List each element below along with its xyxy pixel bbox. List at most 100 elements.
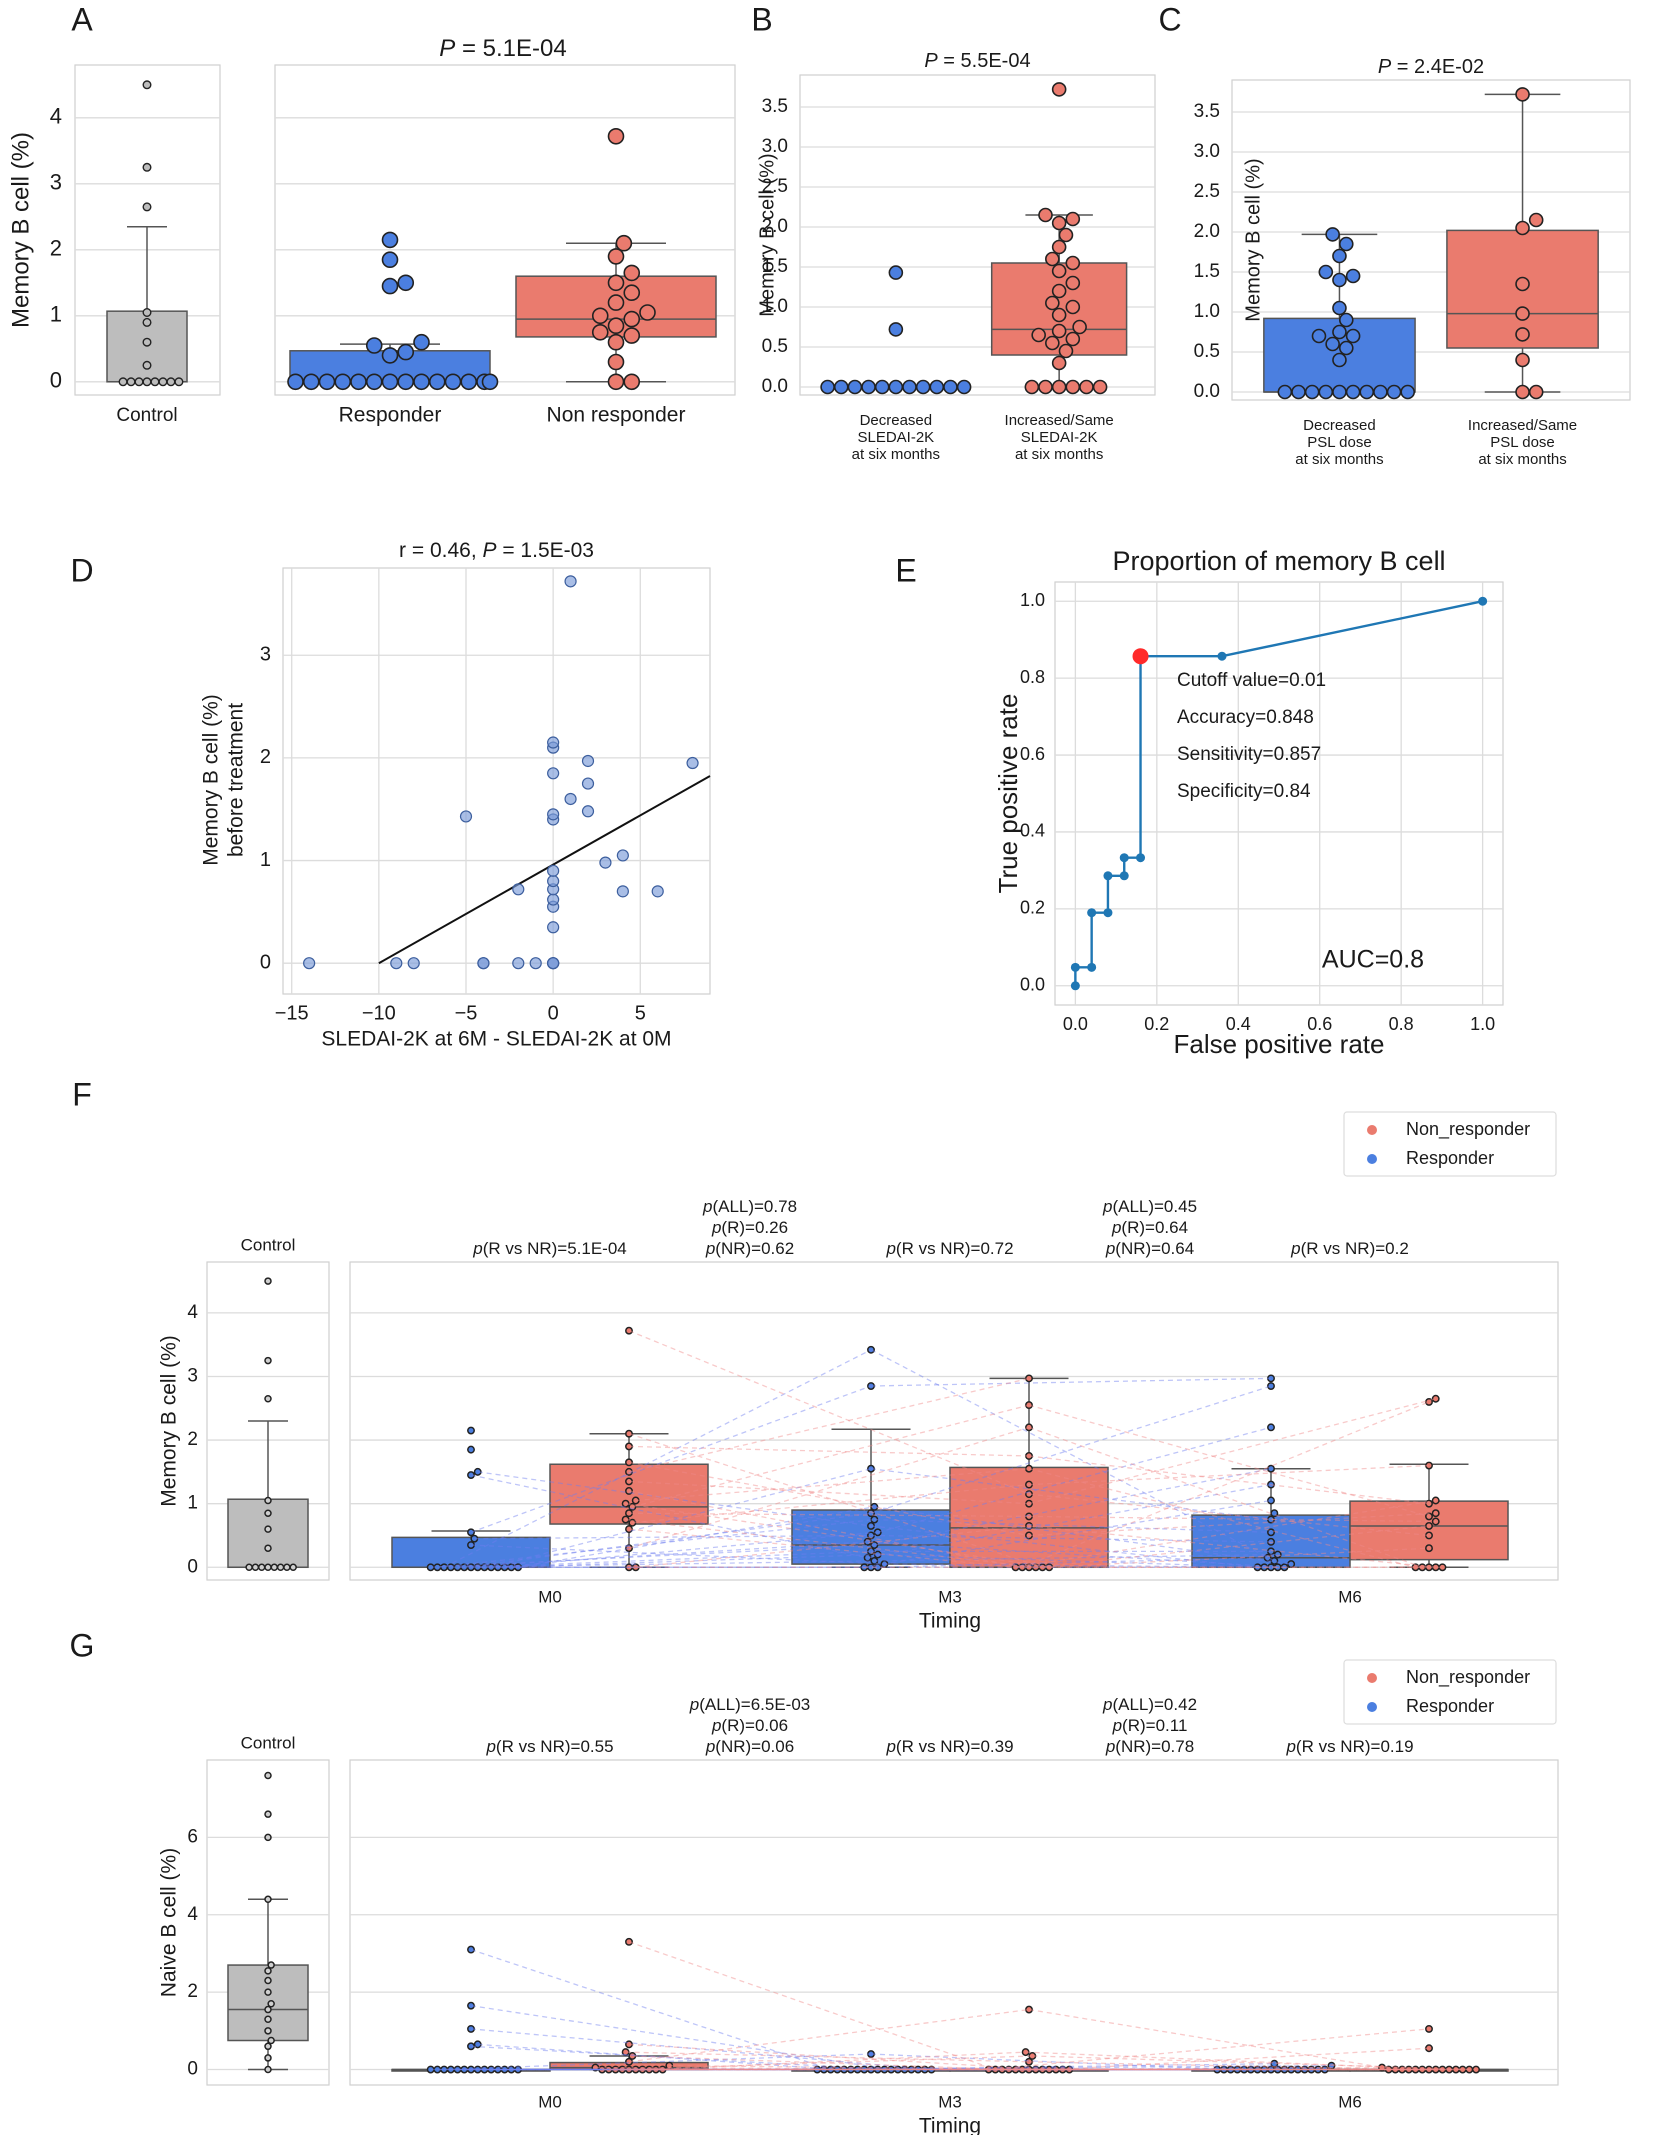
panel-d-regression-line — [378, 775, 711, 965]
panel-g-control-frame — [206, 1759, 330, 2086]
panel-g-nonresponder-m6-point — [1378, 2063, 1386, 2072]
panel-g-annotation-part-1: (ALL)=0.42 — [1112, 1695, 1197, 1714]
panel-f-paired-line — [870, 1385, 1272, 1514]
panel-g-legend-box — [1343, 1659, 1557, 1725]
panel-a-nonresponder-point — [607, 317, 625, 335]
panel-e-ytick: 0.8 — [1020, 667, 1045, 687]
panel-f-paired-line — [874, 1506, 1292, 1565]
panel-a-responder-point — [428, 373, 446, 391]
panel-e-xtick: 0.0 — [1063, 1014, 1088, 1034]
panel-g-nonresponder-m0-point — [628, 2052, 637, 2060]
panel-f-responder-m6-point — [1267, 1496, 1275, 1505]
panel-f-ytick: 4 — [187, 1302, 198, 1323]
panel-f-nonresponder-m0-point — [625, 1467, 633, 1476]
panel-f-paired-line — [1015, 1499, 1436, 1568]
panel-c-ytick: 1.5 — [1194, 261, 1220, 282]
panel-b-increased-point — [1051, 239, 1067, 255]
panel-f-responder-m6-point — [1267, 1528, 1275, 1537]
panel-a-xtick-nonresponder: Non responder — [547, 404, 686, 427]
panel-f-nonresponder-m6-point — [1438, 1563, 1447, 1572]
panel-f-nonresponder-m3-point — [1025, 1374, 1033, 1383]
panel-f-nonresponder-m0-point — [625, 1477, 633, 1486]
panel-f-nonresponder-m0-point — [625, 1442, 633, 1451]
panel-g-annotation-part-1: (R)=0.11 — [1122, 1716, 1187, 1735]
panel-d-point — [616, 885, 629, 898]
panel-d-xtick: 0 — [548, 1002, 559, 1024]
panel-a-ytick: 2 — [50, 236, 62, 261]
panel-f-ytick: 2 — [187, 1429, 198, 1450]
panel-f-nonresponder-m6-point — [1425, 1521, 1433, 1530]
panel-f-paired-line — [628, 1490, 1023, 1568]
panel-f-nonresponder-m6-point — [1425, 1531, 1433, 1540]
panel-f-annotation-part-1: (ALL)=0.78 — [712, 1197, 797, 1216]
panel-c-ytick: 3.0 — [1194, 141, 1220, 162]
panel-b-xtick-increased: Increased/Same SLEDAI-2K at six months — [1005, 412, 1114, 463]
panel-a-control-point — [134, 377, 144, 387]
panel-e-annotation: Specificity=0.84 — [1177, 781, 1311, 802]
panel-c-increased-point — [1515, 384, 1530, 400]
panel-d-point — [564, 575, 577, 588]
panel-f-control-point — [264, 1544, 272, 1552]
panel-f-responder-m0-point — [470, 1534, 479, 1543]
panel-b-increased-point — [1079, 379, 1094, 395]
panel-c-decreased-point — [1332, 248, 1347, 264]
panel-g-annotation-part-0: p — [1285, 1737, 1295, 1756]
panel-e-roc-point — [1119, 871, 1129, 881]
panel-f-nonresponder-m3-point — [1045, 1563, 1054, 1572]
panel-g-responder-m6-point — [1270, 2059, 1279, 2068]
panel-c-title-part-0: P — [1378, 56, 1392, 78]
panel-c-xtick-increased-line: PSL dose — [1490, 434, 1555, 451]
panel-f-responder-m3-point — [873, 1550, 882, 1559]
panel-f-responder-m6-point — [1280, 1563, 1289, 1572]
panel-g-nonresponder-m3-point — [1021, 2048, 1030, 2057]
panel-d-point — [651, 885, 664, 898]
panel-b-xtick-increased-line: SLEDAI-2K — [1021, 429, 1098, 446]
panel-e-roc-point — [1070, 962, 1080, 972]
panel-d-point — [686, 756, 699, 770]
panel-g-paired-line — [1032, 2055, 1477, 2071]
panel-b-frame — [799, 74, 1156, 396]
panel-c-increased-point — [1515, 220, 1530, 236]
panel-b-decreased-point — [820, 379, 835, 395]
panel-f-responder-m3-point — [870, 1541, 879, 1549]
panel-e-ytick: 1.0 — [1020, 590, 1045, 610]
panel-c-decreased-point — [1345, 328, 1361, 344]
panel-f-annotation-part-0: p — [1290, 1239, 1300, 1258]
panel-b-increased-point — [1045, 295, 1060, 311]
panel-f-paired-line — [628, 1528, 1016, 1568]
panel-c-decreased-point — [1325, 227, 1340, 242]
panel-f-control-point — [264, 1356, 272, 1365]
panel-letter-g: G — [70, 1627, 95, 1663]
panel-a-responder-point — [413, 333, 430, 351]
panel-g-annotation: p(ALL)=6.5E-03 — [689, 1695, 811, 1714]
panel-f-control-box — [227, 1498, 309, 1569]
panel-g-legend-nonresponder: Non_responder — [1406, 1667, 1530, 1688]
panel-a-nonresponder-point — [591, 323, 609, 341]
panel-f-nonresponder-m6-point — [1431, 1517, 1440, 1526]
panel-f-nonresponder-m0-point — [628, 1502, 637, 1511]
panel-f-responder-m0-point — [426, 1563, 435, 1572]
panel-e-annotation: Accuracy=0.848 — [1177, 707, 1314, 728]
panel-g-nonresponder-m6-point — [1425, 2044, 1433, 2053]
panel-c-ytick: 0.0 — [1194, 381, 1220, 402]
panel-g-nonresponder-m0-point — [621, 2048, 630, 2057]
panel-g-control-point — [264, 1833, 272, 1842]
panel-c-increased-point — [1515, 306, 1530, 321]
panel-g-paired-line — [444, 2053, 872, 2071]
panel-d-xlabel: SLEDAI-2K at 6M - SLEDAI-2K at 0M — [321, 1028, 671, 1051]
panel-c-decreased-point — [1277, 384, 1293, 400]
panel-b-title: P = 5.5E-04 — [924, 50, 1030, 72]
panel-f-responder-m6-point — [1253, 1563, 1262, 1572]
panel-a-responder-point — [381, 277, 399, 295]
panel-c-decreased-point — [1325, 336, 1340, 352]
panel-c-decreased-point — [1291, 384, 1306, 400]
panel-c-increased-point — [1528, 212, 1544, 228]
panel-f-nonresponder-m0-point — [625, 1326, 633, 1335]
panel-f-annotation-part-0: p — [1111, 1218, 1121, 1237]
panel-f-paired-line — [1028, 1455, 1430, 1505]
panel-e-roc-point — [1070, 981, 1080, 991]
panel-a-nonresponder-point — [623, 310, 641, 328]
panel-g-paired-line — [870, 2053, 1231, 2071]
panel-f-paired-line — [1042, 1547, 1430, 1568]
panel-f-responder-m6-point — [1273, 1550, 1282, 1559]
